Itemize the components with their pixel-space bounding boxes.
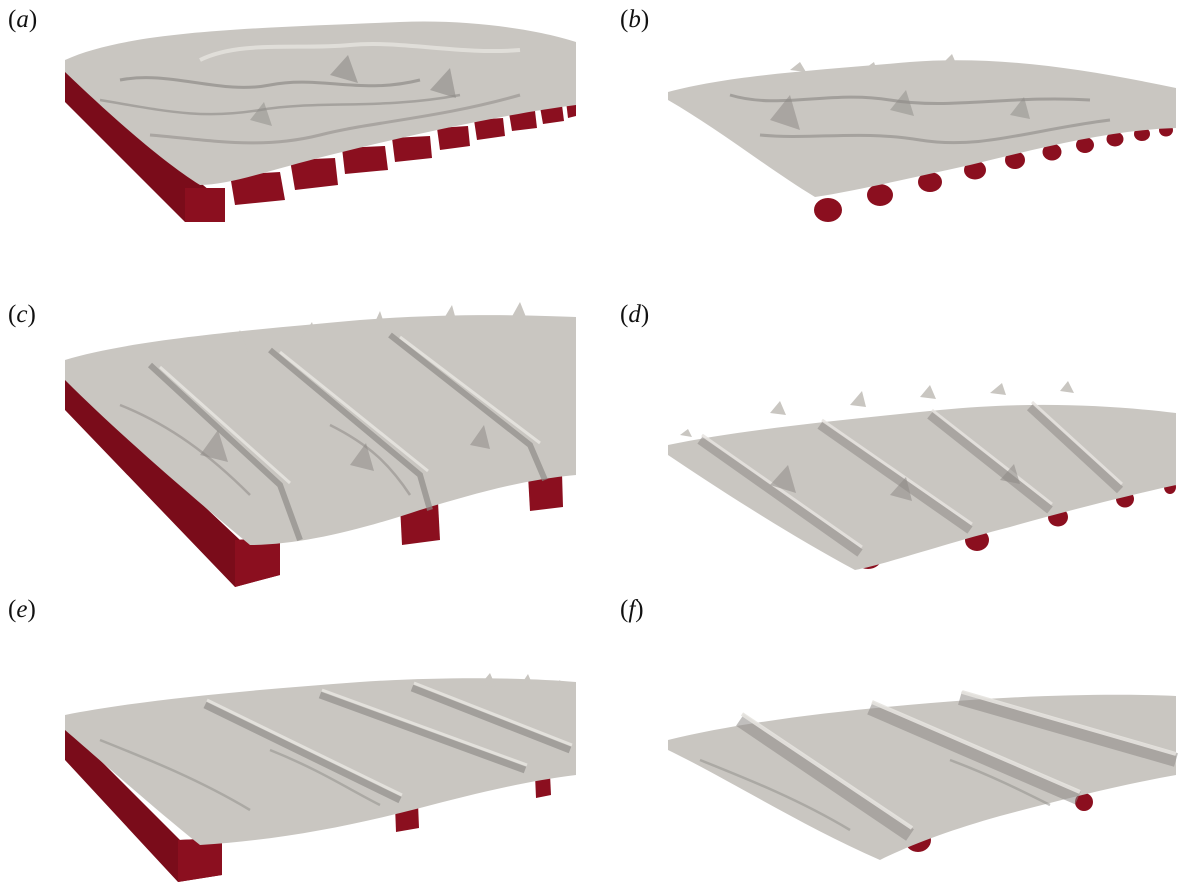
roughness-bars — [65, 70, 576, 222]
panel-f: (f) — [590, 590, 1180, 885]
rough-wall-cylinders-dense — [668, 54, 1176, 222]
panel-letter: a — [16, 6, 29, 33]
panel-letter: c — [16, 301, 28, 328]
turbulence-isosurface — [668, 690, 1178, 860]
rough-wall-square-bars-dense — [65, 21, 576, 222]
panel-label-f: (f) — [620, 596, 644, 623]
panel-d: (d) — [590, 295, 1180, 590]
turbulence-isosurface — [65, 21, 576, 186]
rough-wall-square-bars-sparse-alt — [65, 673, 576, 882]
panel-label-e: (e) — [8, 596, 36, 623]
panel-label-b: (b) — [620, 6, 650, 33]
turbulence-isosurface — [65, 673, 576, 845]
rough-wall-cylinders-medium — [668, 381, 1176, 570]
panel-e: (e) — [0, 590, 590, 885]
panel-letter: e — [16, 596, 28, 623]
panel-letter: f — [628, 596, 636, 623]
panel-label-a: (a) — [8, 6, 38, 33]
rough-wall-square-bars-sparse — [65, 302, 576, 587]
turbulence-isosurface — [65, 302, 576, 545]
panel-c: (c) — [0, 295, 590, 590]
panel-letter: b — [628, 6, 641, 33]
panel-label-d: (d) — [620, 301, 650, 328]
turbulence-isosurface — [668, 54, 1176, 197]
rough-wall-cylinders-sparse — [668, 690, 1178, 860]
panel-letter: d — [628, 301, 641, 328]
panel-label-c: (c) — [8, 301, 36, 328]
panel-b: (b) — [590, 0, 1180, 295]
panel-a: (a) — [0, 0, 590, 295]
turbulence-isosurface — [668, 381, 1176, 570]
